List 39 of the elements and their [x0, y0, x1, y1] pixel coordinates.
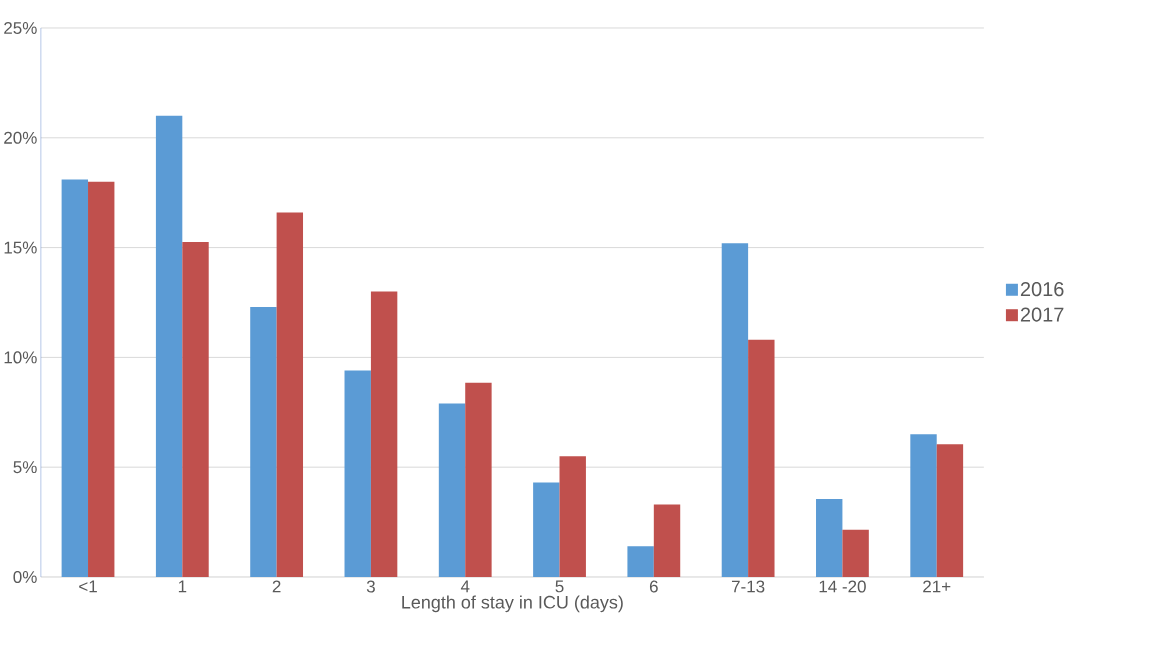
bar — [182, 242, 209, 577]
legend-label: 2017 — [1020, 307, 1064, 322]
bar — [910, 434, 937, 577]
bar — [748, 339, 775, 577]
bar — [559, 456, 586, 577]
bar — [465, 382, 492, 577]
legend-label: 2016 — [1020, 282, 1064, 297]
y-tick-label: 25% — [4, 21, 37, 35]
x-tick-label: 14 -20 — [819, 580, 866, 593]
y-tick-label: 10% — [4, 351, 37, 364]
x-tick-label: 21+ — [923, 580, 951, 593]
bar — [816, 499, 843, 577]
bar — [88, 181, 115, 577]
bar — [627, 546, 654, 577]
x-tick-label: 6 — [649, 580, 658, 593]
bar — [721, 243, 749, 577]
x-tick-label: 5 — [555, 580, 564, 593]
bar — [936, 444, 964, 577]
bar — [370, 291, 398, 577]
x-tick-label: 1 — [178, 580, 187, 593]
x-tick-label: <1 — [79, 580, 97, 593]
x-axis-title: Length of stay in ICU (days) — [402, 595, 623, 613]
y-tick-label: 15% — [4, 241, 37, 254]
bar — [653, 504, 681, 577]
bar — [61, 179, 89, 577]
x-tick-label: 3 — [366, 580, 375, 593]
x-tick-label: 2 — [272, 580, 281, 593]
bar — [250, 306, 277, 577]
x-tick-label: 4 — [460, 580, 470, 593]
y-tick-label: 5% — [13, 461, 37, 474]
x-tick-label: 7-13 — [731, 580, 765, 593]
y-tick-label: 0% — [13, 570, 37, 584]
bar — [842, 529, 869, 577]
bar — [438, 403, 466, 577]
bar — [344, 370, 371, 577]
bar — [276, 212, 304, 577]
bar — [533, 482, 560, 577]
bar — [155, 115, 183, 577]
y-tick-label: 20% — [4, 131, 37, 144]
